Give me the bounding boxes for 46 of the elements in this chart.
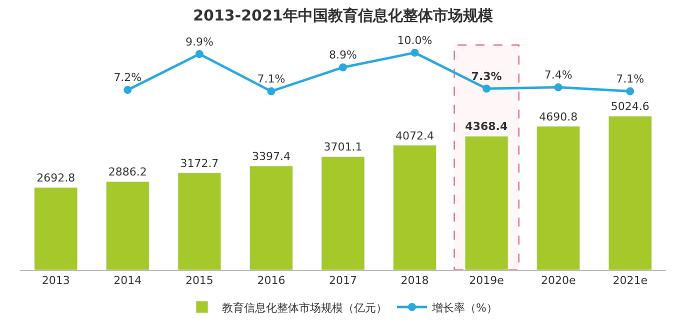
legend-label: 增长率（%） bbox=[431, 301, 498, 314]
bar bbox=[392, 145, 437, 270]
bar bbox=[536, 126, 580, 270]
data-label: 7.4% bbox=[544, 68, 572, 82]
legend-label: 教育信息化整体市场规模（亿元） bbox=[222, 301, 387, 314]
point bbox=[267, 87, 276, 96]
data-label: 8.9% bbox=[329, 48, 357, 62]
data-label: 3701.1 bbox=[324, 140, 362, 154]
data-label: 3397.4 bbox=[252, 150, 290, 163]
data-label: 4072.4 bbox=[396, 129, 434, 142]
data-label: 2692.8 bbox=[36, 172, 76, 185]
data-label: 4690.8 bbox=[539, 110, 578, 124]
x-tick-label: 2018 bbox=[400, 274, 429, 288]
point bbox=[195, 50, 204, 58]
data-label: 7.1% bbox=[257, 72, 286, 86]
data-label: 3172.7 bbox=[180, 156, 219, 170]
bar bbox=[464, 136, 508, 270]
data-label: 7.1% bbox=[616, 72, 644, 86]
data-label: 7.3% bbox=[471, 70, 502, 83]
bar bbox=[321, 156, 365, 270]
data-label: 5024.6 bbox=[610, 100, 650, 114]
x-tick-label: 2021e bbox=[612, 274, 648, 288]
data-label: 10.0% bbox=[397, 34, 432, 47]
data-label: 2886.2 bbox=[108, 166, 147, 179]
point bbox=[124, 86, 132, 94]
x-tick-label: 2019e bbox=[469, 274, 504, 288]
point bbox=[554, 83, 562, 92]
point bbox=[410, 48, 419, 57]
bar bbox=[106, 181, 150, 270]
x-tick-label: 2014 bbox=[114, 274, 142, 288]
data-label: 7.2% bbox=[114, 71, 142, 84]
bar bbox=[249, 166, 294, 270]
point bbox=[339, 63, 347, 72]
x-tick-label: 2016 bbox=[257, 274, 286, 288]
bar bbox=[178, 172, 222, 270]
data-label: 9.9% bbox=[185, 35, 214, 48]
x-tick-label: 2013 bbox=[42, 274, 70, 288]
chart-title: 2013-2021年中国教育信息化整体市场规模 bbox=[193, 6, 494, 24]
data-label: 4368.4 bbox=[465, 120, 508, 134]
point bbox=[482, 84, 491, 93]
bar bbox=[608, 116, 652, 270]
x-tick-label: 2017 bbox=[329, 274, 357, 288]
x-tick-label: 2020e bbox=[540, 274, 576, 288]
x-tick-label: 2015 bbox=[185, 274, 214, 288]
point bbox=[626, 87, 634, 96]
bar bbox=[34, 187, 78, 270]
